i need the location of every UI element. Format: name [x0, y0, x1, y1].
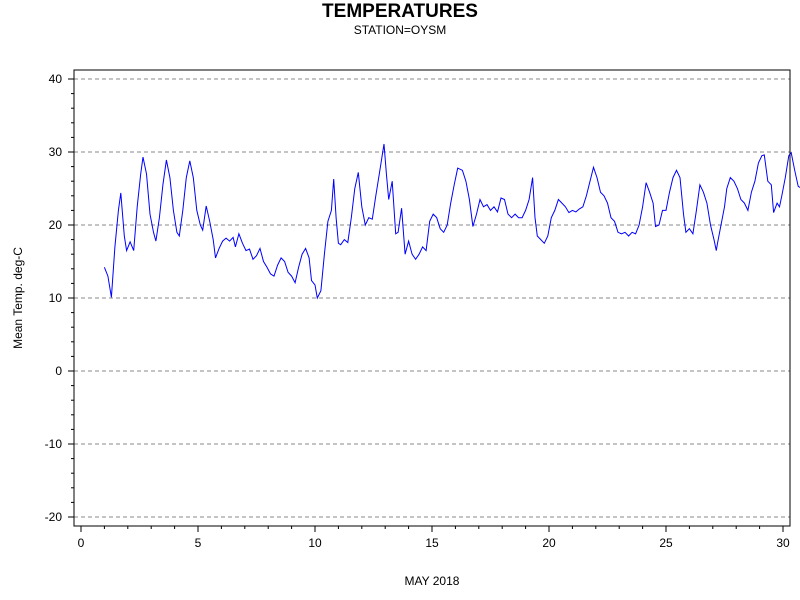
x-axis-label: MAY 2018 — [405, 574, 460, 588]
gridlines — [74, 78, 790, 518]
temperature-line — [103, 143, 800, 300]
chart-title: TEMPERATURES — [322, 1, 478, 22]
chart-subtitle: STATION=OYSM — [353, 23, 447, 37]
x-tick-label: 20 — [542, 536, 556, 550]
major-ticks: -20 -10 0 10 20 30 40 0 5 10 15 20 25 30 — [45, 72, 790, 550]
x-tick-label: 30 — [776, 536, 790, 550]
y-tick-label: 0 — [55, 364, 62, 378]
y-axis-label: Mean Temp. deg-C — [11, 247, 25, 349]
y-tick-label: -20 — [45, 510, 63, 524]
x-tick-label: 25 — [659, 536, 673, 550]
x-tick-label: 15 — [425, 536, 439, 550]
y-tick-label: -10 — [45, 437, 63, 451]
x-tick-label: 5 — [195, 536, 202, 550]
y-tick-label: 10 — [49, 291, 63, 305]
x-tick-label: 0 — [78, 536, 85, 550]
y-tick-label: 20 — [49, 218, 63, 232]
minor-ticks — [71, 78, 784, 529]
x-tick-label: 10 — [308, 536, 322, 550]
series-layer — [103, 143, 800, 300]
y-tick-label: 40 — [49, 72, 63, 86]
y-tick-label: 30 — [49, 145, 63, 159]
